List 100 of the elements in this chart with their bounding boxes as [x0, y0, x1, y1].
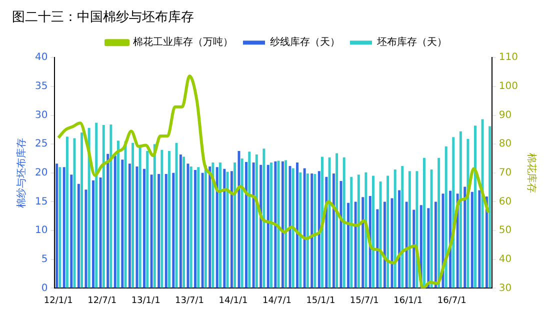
bar [372, 176, 374, 288]
bar [212, 162, 214, 288]
bar [56, 164, 58, 288]
bar [357, 174, 360, 288]
bar [423, 158, 426, 288]
bar [464, 186, 466, 288]
bar [186, 164, 190, 288]
bar [240, 158, 244, 288]
bar [168, 150, 170, 288]
bar [474, 126, 476, 288]
y2-tick-label: 90 [498, 110, 512, 121]
bar [204, 165, 207, 288]
bar [66, 136, 68, 288]
y-tick-label: 25 [34, 138, 48, 150]
legend-label: 坯布库存（天） [376, 36, 447, 48]
bar [150, 174, 153, 288]
x-tick-label: 16/1/1 [394, 296, 423, 306]
bar [260, 164, 262, 288]
bar [146, 150, 149, 288]
bar [114, 156, 116, 288]
bar [342, 157, 346, 288]
bar [336, 153, 338, 288]
y-tick-label: 15 [34, 196, 48, 208]
bar [299, 172, 302, 288]
bar [284, 160, 288, 288]
bar [116, 140, 120, 288]
bar [128, 164, 131, 288]
bar [132, 142, 134, 288]
y-tick-label: 5 [41, 254, 48, 265]
bar [197, 167, 200, 288]
x-tick-label: 13/1/1 [131, 296, 160, 306]
bar [320, 156, 324, 288]
y2-tick-label: 80 [498, 138, 512, 150]
bar [245, 162, 248, 288]
bar [314, 174, 316, 288]
y2-tick-label: 110 [498, 52, 518, 64]
bar [223, 168, 226, 288]
bar [208, 166, 212, 288]
bar [84, 190, 88, 288]
x-tick-label: 14/1/1 [218, 296, 248, 306]
x-tick-label: 12/7/1 [88, 296, 117, 306]
y-tick-label: 30 [34, 110, 48, 121]
bar [444, 146, 448, 288]
bar [62, 167, 66, 288]
bar [332, 173, 335, 288]
legend-label: 棉花工业库存（万吨） [133, 36, 233, 48]
x-tick-label: 15/7/1 [350, 296, 379, 306]
bar [401, 166, 404, 288]
bar [350, 176, 353, 288]
bar [459, 131, 462, 288]
y-tick-label: 40 [34, 52, 48, 64]
bar [434, 202, 437, 288]
bar [80, 132, 84, 288]
y2-tick-label: 70 [498, 167, 512, 178]
bar [281, 161, 284, 288]
bar [398, 190, 401, 288]
bar [190, 166, 192, 288]
chart-title: 图二十三：中国棉纱与坯布库存 [12, 10, 194, 26]
y2-axis-title: 棉花库存 [525, 152, 538, 193]
bar [182, 156, 186, 288]
y2-tick-label: 60 [498, 196, 512, 208]
x-tick-label: 16/7/1 [437, 296, 466, 306]
y2-tick-label: 40 [498, 254, 512, 265]
y-tick-label: 10 [34, 225, 48, 236]
bar [376, 209, 379, 288]
bar [164, 174, 168, 288]
bar [470, 192, 474, 288]
bar [110, 124, 112, 288]
bar [88, 128, 90, 288]
bar [158, 174, 160, 288]
x-tick-label: 15/1/1 [306, 296, 336, 306]
bar [386, 176, 390, 288]
bar [427, 208, 430, 288]
bar [248, 152, 251, 288]
bar [252, 162, 255, 288]
bar [106, 154, 110, 288]
bar [292, 168, 294, 288]
bar [362, 197, 364, 288]
bar [77, 184, 80, 288]
bar [70, 174, 73, 288]
y2-tick-label: 30 [498, 282, 512, 294]
bar [194, 170, 196, 288]
bar [262, 148, 266, 288]
bar [99, 178, 102, 288]
bar [201, 172, 204, 288]
bar [136, 166, 138, 288]
bar [92, 180, 94, 288]
bar [153, 144, 156, 288]
bar [288, 166, 292, 288]
bar [478, 190, 481, 288]
bar [179, 154, 182, 288]
y-tick-label: 35 [34, 81, 48, 92]
bar [438, 158, 440, 288]
y2-tick-label: 100 [498, 81, 518, 92]
bar [303, 168, 306, 288]
bar [102, 125, 105, 288]
x-tick-label: 12/1/1 [44, 296, 73, 306]
bar [255, 154, 258, 288]
bar [354, 202, 357, 288]
y-tick-label: 20 [34, 167, 48, 178]
